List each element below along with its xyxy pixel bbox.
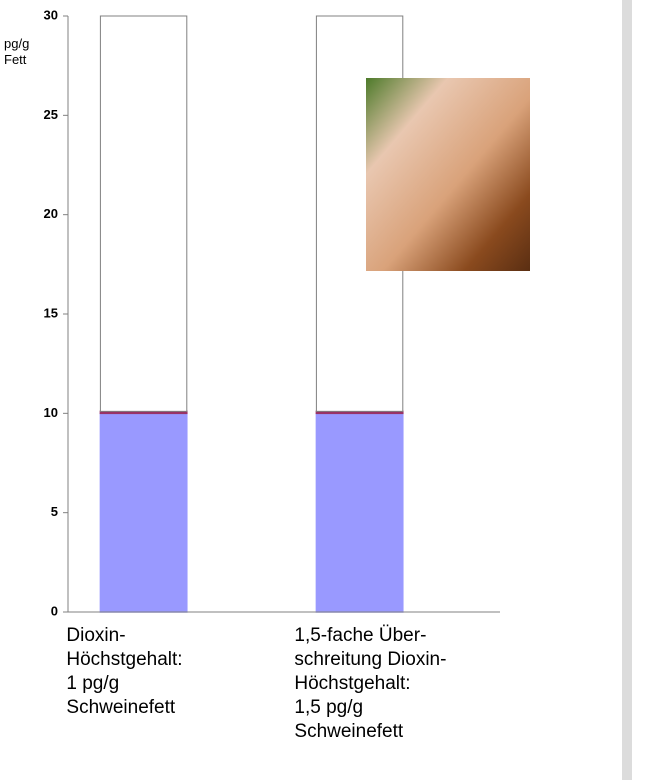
y-tick-label: 15: [44, 305, 58, 320]
y-tick-label: 0: [51, 603, 58, 618]
side-bar: [622, 0, 632, 780]
y-axis-label: pg/g Fett: [4, 36, 30, 67]
bar-segment: [99, 412, 188, 613]
y-tick-label: 10: [44, 405, 58, 420]
x-tick-label: 1,5-fache Über- schreitung Dioxin- Höchs…: [294, 625, 447, 742]
bar-segment: [315, 412, 404, 613]
y-tick-label: 30: [44, 7, 58, 22]
x-tick-label: Dioxin- Höchstgehalt: 1 pg/g Schweinefet…: [66, 625, 183, 718]
y-tick-label: 5: [51, 504, 58, 519]
food-photo: [366, 78, 530, 271]
bar-segment: [99, 15, 188, 412]
y-tick-label: 20: [44, 206, 58, 221]
y-tick-label: 25: [44, 107, 58, 122]
